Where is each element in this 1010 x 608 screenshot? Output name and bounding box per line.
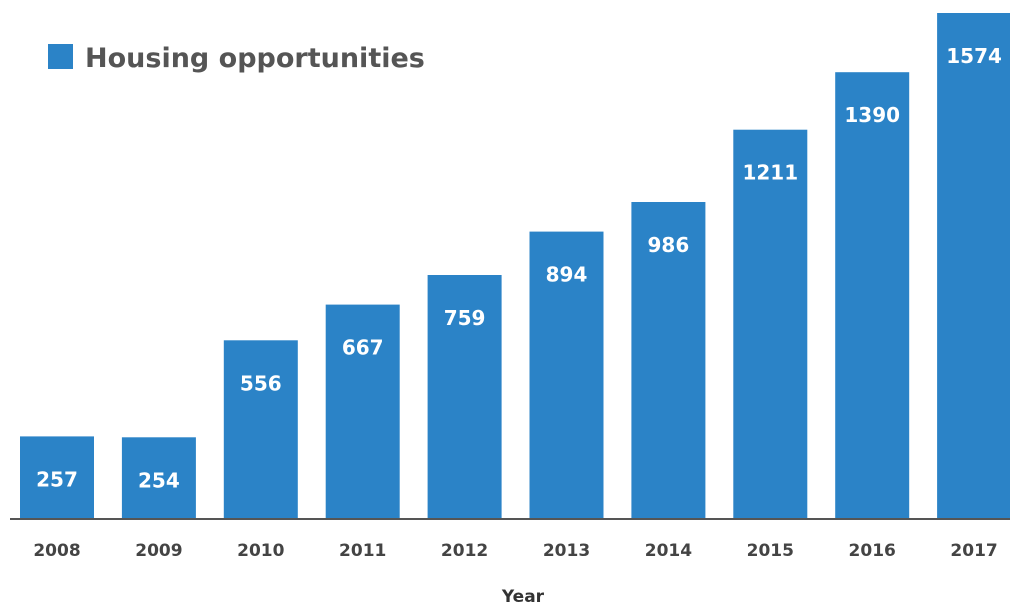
value-label-2014: 986 bbox=[648, 233, 690, 257]
x-axis-title: Year bbox=[501, 587, 545, 607]
bar-2012 bbox=[427, 275, 502, 519]
legend-label: Housing opportunities bbox=[85, 43, 425, 74]
value-label-2012: 759 bbox=[444, 306, 486, 330]
x-tick-label-2013: 2013 bbox=[543, 541, 590, 561]
value-label-2013: 894 bbox=[546, 263, 588, 287]
x-tick-label-2008: 2008 bbox=[33, 541, 80, 561]
bar-2009 bbox=[121, 437, 196, 519]
value-label-2015: 1211 bbox=[742, 161, 798, 185]
bar-2010 bbox=[223, 340, 298, 519]
value-label-2008: 257 bbox=[36, 467, 78, 491]
legend-swatch bbox=[48, 44, 73, 69]
value-label-2010: 556 bbox=[240, 371, 282, 395]
x-tick-label-2010: 2010 bbox=[237, 541, 284, 561]
bar-2011 bbox=[325, 304, 400, 519]
x-tick-label-2015: 2015 bbox=[747, 541, 794, 561]
value-labels-group: 257 254 556 667 759 894 986 1211 1390 1574 bbox=[36, 44, 1002, 492]
value-label-2016: 1390 bbox=[844, 103, 900, 127]
bar-2013 bbox=[529, 231, 604, 519]
x-tick-label-2012: 2012 bbox=[441, 541, 488, 561]
value-label-2017: 1574 bbox=[946, 44, 1002, 68]
x-tick-label-2014: 2014 bbox=[645, 541, 692, 561]
legend: Housing opportunities bbox=[48, 43, 425, 74]
bars-group bbox=[20, 13, 1010, 519]
bar-2016 bbox=[835, 72, 910, 519]
bar-2014 bbox=[631, 202, 706, 519]
x-tick-label-2016: 2016 bbox=[849, 541, 896, 561]
bar-2008 bbox=[20, 436, 94, 519]
x-tick-label-2017: 2017 bbox=[950, 541, 997, 561]
bar-2015 bbox=[733, 129, 808, 519]
value-label-2009: 254 bbox=[138, 468, 180, 492]
x-tick-label-2009: 2009 bbox=[135, 541, 182, 561]
x-tick-labels-group: 2008 2009 2010 2011 2012 2013 2014 2015 2016 2017 bbox=[33, 541, 997, 561]
x-tick-label-2011: 2011 bbox=[339, 541, 386, 561]
bar-2017 bbox=[937, 13, 1010, 519]
value-label-2011: 667 bbox=[342, 336, 384, 360]
